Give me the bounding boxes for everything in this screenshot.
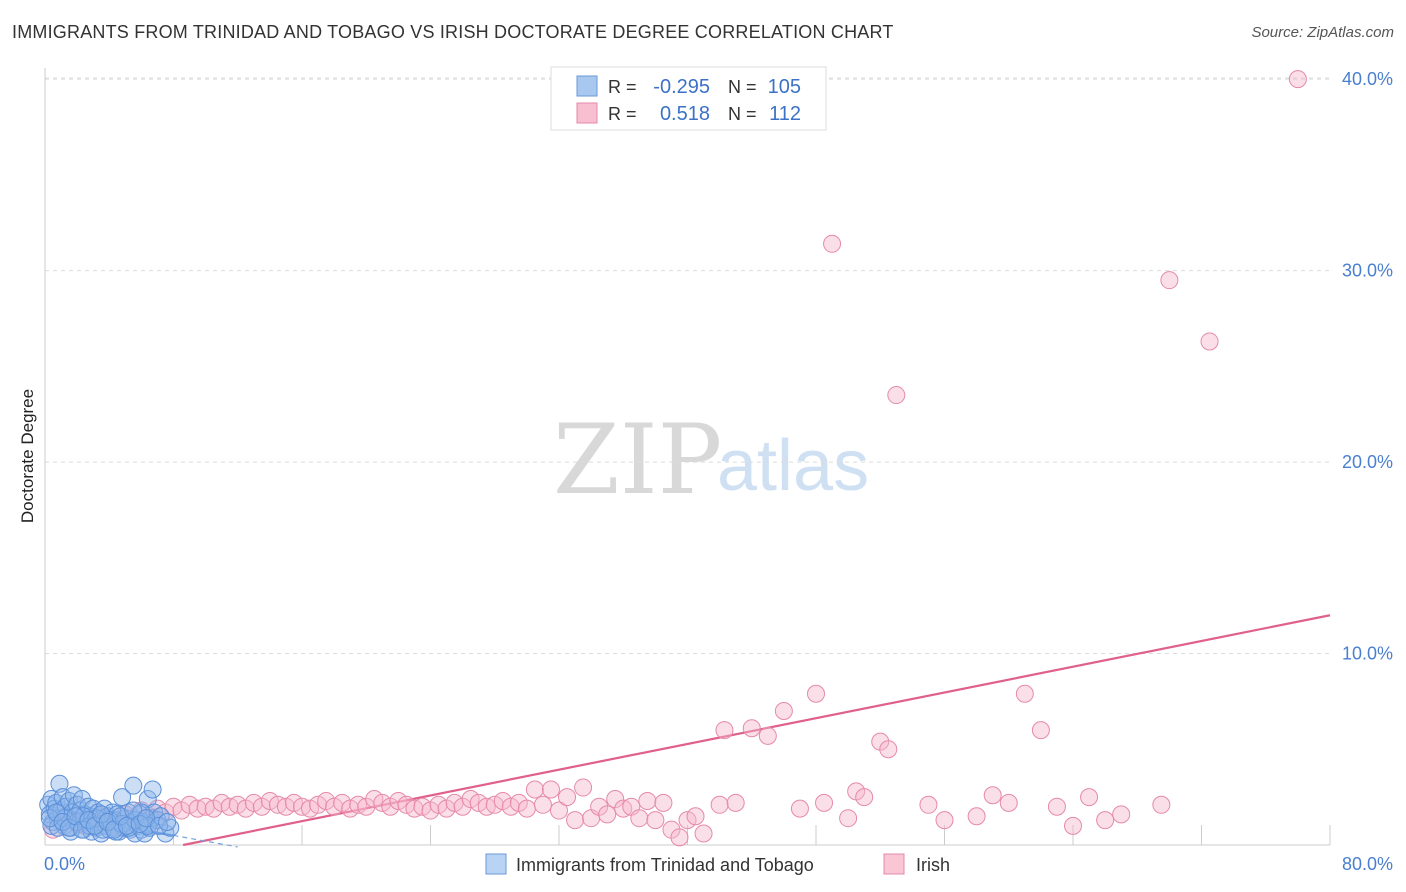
point-irish: [1047, 797, 1066, 816]
point-irish: [715, 721, 734, 740]
point-irish: [774, 701, 793, 720]
point-irish: [598, 805, 617, 824]
y-tick-label: 30.0%: [1342, 261, 1393, 281]
legend-label-trinidad: Immigrants from Trinidad and Tobago: [516, 855, 814, 875]
point-irish: [670, 828, 689, 847]
legend-r-label: R =: [608, 77, 637, 97]
legend-swatch-irish: [576, 102, 598, 124]
point-irish: [1015, 684, 1034, 703]
point-irish: [807, 684, 825, 703]
gridlines: [45, 77, 1330, 655]
point-trinidad: [143, 780, 162, 799]
point-irish: [1200, 332, 1219, 351]
point-irish: [694, 824, 713, 843]
point-irish: [1288, 70, 1307, 89]
y-tick-label: 40.0%: [1342, 69, 1393, 89]
point-irish: [742, 719, 761, 738]
point-trinidad: [124, 776, 143, 795]
y-tick-labels: 10.0% 20.0% 30.0% 40.0%: [1342, 69, 1393, 663]
point-irish: [839, 809, 858, 828]
legend-n-label: N =: [728, 77, 757, 97]
point-irish: [983, 786, 1002, 805]
legend-n-label: N =: [728, 104, 757, 124]
point-irish: [879, 740, 898, 759]
y-tick-label: 10.0%: [1342, 644, 1393, 664]
point-irish: [919, 795, 938, 814]
point-trinidad: [92, 805, 111, 824]
point-irish: [758, 726, 777, 745]
point-irish: [541, 780, 560, 799]
point-irish: [967, 807, 986, 826]
point-irish: [525, 780, 544, 799]
point-irish: [790, 799, 809, 818]
watermark-zip: ZIP: [553, 404, 722, 516]
chart-title: IMMIGRANTS FROM TRINIDAD AND TOBAGO VS I…: [12, 22, 894, 42]
data-points: [39, 70, 1307, 847]
point-irish: [654, 793, 673, 812]
source-label: Source: ZipAtlas.com: [1251, 24, 1394, 41]
point-irish: [638, 791, 657, 810]
point-irish: [574, 778, 593, 797]
point-irish: [550, 801, 568, 820]
point-irish: [646, 811, 665, 830]
point-irish: [815, 793, 834, 812]
y-tick-label: 20.0%: [1342, 452, 1393, 472]
legend-label-irish: Irish: [916, 855, 950, 875]
legend-r-label: R =: [608, 104, 637, 124]
point-irish: [1096, 811, 1115, 830]
point-trinidad: [161, 818, 180, 837]
legend-swatch-irish: [883, 853, 905, 875]
point-irish: [1080, 788, 1099, 807]
point-irish: [1064, 816, 1082, 835]
point-irish: [710, 795, 729, 814]
y-axis-label: Doctorate Degree: [18, 389, 37, 523]
point-irish: [1031, 721, 1050, 740]
point-irish: [999, 793, 1018, 812]
point-irish: [558, 788, 577, 807]
watermark-atlas: atlas: [717, 426, 869, 506]
correlation-legend: R = -0.295 N = 105 R = 0.518 N = 112: [550, 66, 827, 131]
point-irish: [887, 386, 906, 405]
point-irish: [823, 234, 842, 253]
x-tick-label: 80.0%: [1342, 854, 1393, 874]
point-irish: [1160, 271, 1179, 290]
point-trinidad: [47, 803, 66, 822]
point-irish: [1112, 805, 1131, 824]
point-irish: [533, 795, 552, 814]
point-irish: [517, 799, 536, 818]
point-irish: [855, 788, 874, 807]
point-irish: [630, 809, 649, 828]
point-trinidad: [156, 824, 175, 843]
point-irish: [726, 793, 745, 812]
point-trinidad: [50, 774, 69, 793]
point-irish: [935, 811, 954, 830]
legend-swatch-trinidad: [576, 75, 598, 97]
point-trinidad: [113, 788, 132, 807]
point-irish: [1152, 795, 1171, 814]
legend-r-value: 0.518: [660, 103, 710, 125]
legend-n-value: 112: [769, 103, 801, 125]
x-tick-label: 0.0%: [44, 854, 85, 874]
point-trinidad: [158, 813, 177, 832]
x-tick-labels: 0.0% 80.0%: [44, 854, 1393, 874]
point-irish: [566, 811, 585, 830]
series-legend: Immigrants from Trinidad and Tobago Iris…: [485, 853, 950, 875]
legend-swatch-trinidad: [485, 853, 507, 875]
trend-line-trinidad-extension: [173, 834, 238, 848]
legend-n-value: 105: [768, 76, 801, 98]
point-irish: [686, 807, 705, 826]
legend-r-value: -0.295: [653, 76, 710, 98]
